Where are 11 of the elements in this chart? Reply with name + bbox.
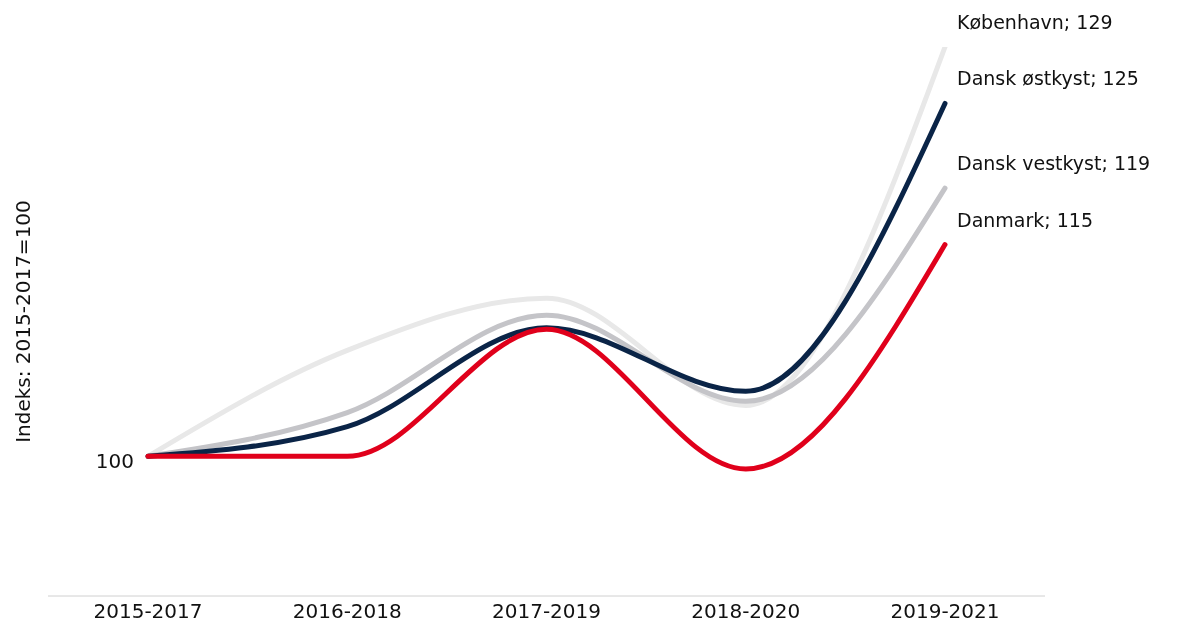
data-label: Danmark; 115 bbox=[957, 208, 1093, 231]
x-tick-label: 2017-2019 bbox=[491, 599, 602, 624]
data-label: Dansk østkyst; 125 bbox=[957, 67, 1139, 90]
data-label: Dansk vestkyst; 119 bbox=[957, 152, 1151, 175]
x-tick-label: 2016-2018 bbox=[292, 599, 402, 624]
x-tick-label: 2018-2020 bbox=[691, 599, 801, 624]
x-tick-label: 2019-2021 bbox=[890, 599, 1000, 624]
data-label: København; 129 bbox=[957, 11, 1113, 33]
x-tick-label: 2015-2017 bbox=[93, 599, 203, 624]
y-axis-title: Indeks: 2015-2017=100 bbox=[11, 200, 35, 443]
annotation: 100 bbox=[95, 449, 134, 474]
